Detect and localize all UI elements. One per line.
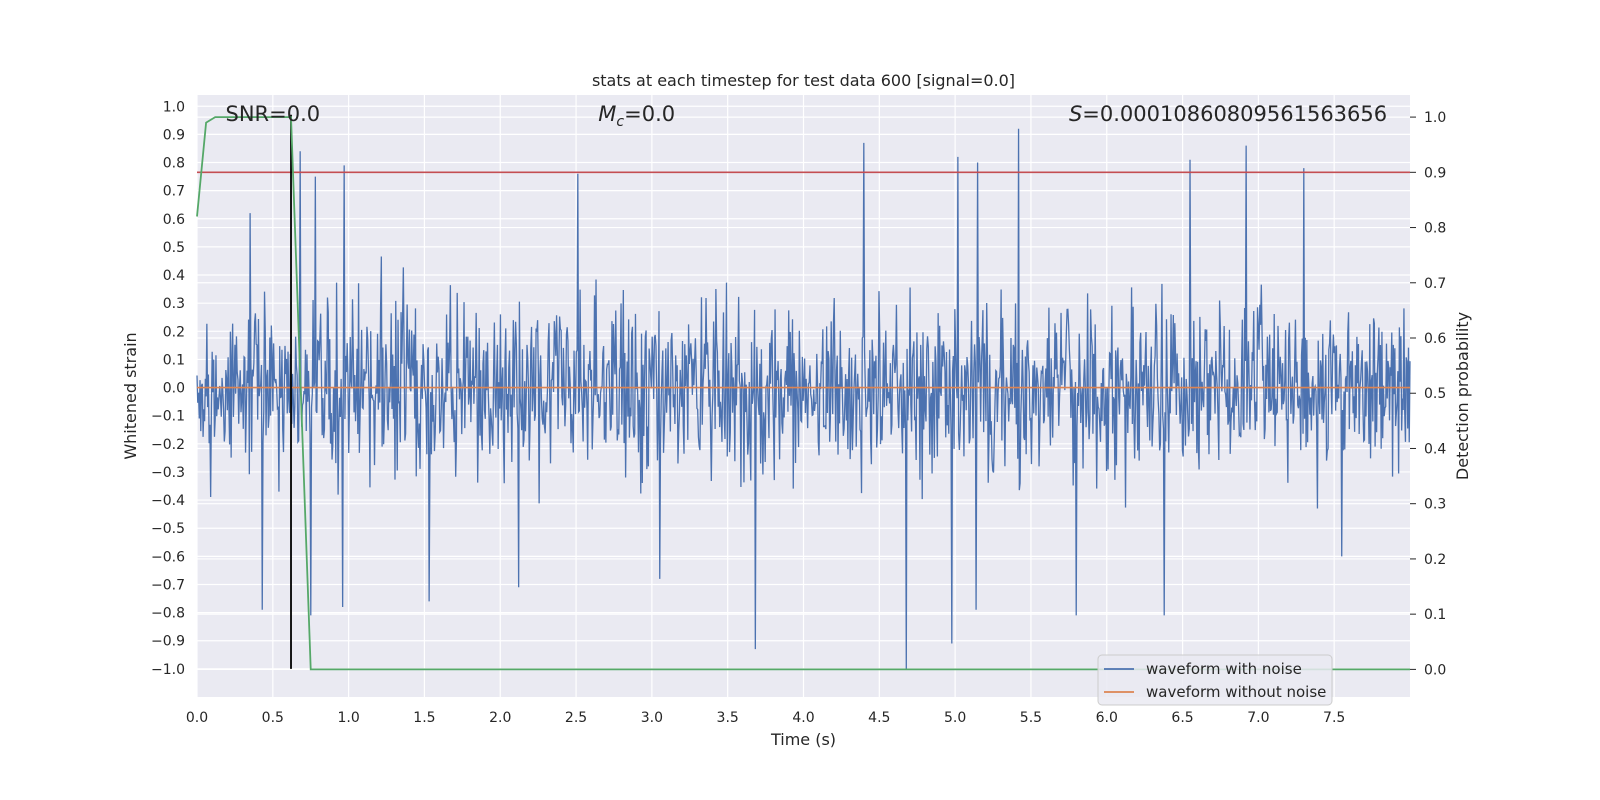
x-tick-label: 4.5 — [868, 710, 890, 726]
snr-annotation: SNR=0.0 — [226, 102, 321, 126]
s-statistic-annotation: S=0.00010860809561563656 — [1069, 102, 1387, 126]
chirp-mass-annotation: Mc=0.0 — [598, 102, 675, 130]
y2-tick-label: 0.6 — [1424, 331, 1446, 347]
x-tick-label: 3.0 — [641, 710, 663, 726]
y-tick-label: 0.7 — [163, 184, 185, 200]
y2-tick-label: 0.3 — [1424, 497, 1446, 513]
mc-value: =0.0 — [624, 102, 675, 126]
y-tick-label: 0.2 — [163, 324, 185, 340]
noise-waveform-series — [196, 128, 1411, 669]
y2-tick-label: 0.4 — [1424, 441, 1446, 457]
waveform-with-noise-line — [196, 128, 1411, 669]
series-lines — [196, 114, 1410, 671]
x-tick-label: 6.0 — [1096, 710, 1118, 726]
x-tick-label: 0.5 — [262, 710, 284, 726]
y2-tick-label: 1.0 — [1424, 110, 1446, 126]
y2-tick-label: 0.8 — [1424, 221, 1446, 237]
y-tick-label: 0.9 — [163, 127, 185, 143]
x-tick-label: 5.0 — [944, 710, 966, 726]
y-tick-label: 0.4 — [163, 268, 185, 284]
x-tick-label: 3.5 — [717, 710, 739, 726]
y-tick-label: 0.6 — [163, 212, 185, 228]
y2-tick-label: 0.2 — [1424, 552, 1446, 568]
y-tick-label: −0.9 — [151, 634, 185, 650]
legend-box — [1097, 654, 1333, 706]
y-tick-label: −0.6 — [151, 549, 185, 565]
legend-label-waveform-with-noise: waveform with noise — [1146, 660, 1302, 678]
y-axis-label: Whitened strain — [121, 332, 140, 459]
mc-symbol: M — [598, 102, 616, 126]
axes: 0.0 0.5 1.0 1.5 2.0 2.5 3.0 3.5 4.0 4.5 5.0 5.5 6.0 6… — [151, 99, 1446, 726]
y-tick-label: −1.0 — [151, 662, 185, 678]
s-value: =0.00010860809561563656 — [1082, 102, 1387, 126]
x-tick-label: 6.5 — [1171, 710, 1193, 726]
y2-tick-label: 0.1 — [1424, 607, 1446, 623]
y-tick-label: −0.8 — [151, 606, 185, 622]
y-tick-label: −0.2 — [151, 437, 185, 453]
y-tick-label: 0.1 — [163, 352, 185, 368]
detection-probability-line — [196, 116, 1410, 671]
x-tick-label: 1.5 — [413, 710, 435, 726]
y-tick-label: 0.3 — [163, 296, 185, 312]
mc-subscript: c — [616, 114, 624, 130]
s-symbol: S — [1069, 102, 1082, 126]
y2-tick-label: 0.7 — [1424, 276, 1446, 292]
x-tick-label: 2.0 — [489, 710, 511, 726]
y2-tick-label: 0.9 — [1424, 165, 1446, 181]
legend-label-waveform-without-noise: waveform without noise — [1146, 683, 1326, 701]
y-tick-label: −0.1 — [151, 409, 185, 425]
y-tick-label: −0.5 — [151, 521, 185, 537]
y-tick-label: −0.7 — [151, 577, 185, 593]
x-axis-label: Time (s) — [770, 730, 836, 749]
y-tick-label: 0.8 — [163, 156, 185, 172]
x-tick-label: 7.5 — [1323, 710, 1345, 726]
x-tick-label: 4.0 — [792, 710, 814, 726]
x-tick-label: 7.0 — [1247, 710, 1269, 726]
x-tick-label: 2.5 — [565, 710, 587, 726]
x-tick-label: 5.5 — [1020, 710, 1042, 726]
legend: waveform with noise waveform without noi… — [1097, 654, 1333, 706]
y2-axis-label: Detection probability — [1453, 312, 1472, 480]
y2-tick-label: 0.0 — [1424, 662, 1446, 678]
y-tick-label: −0.4 — [151, 493, 185, 509]
y-tick-label: −0.3 — [151, 465, 185, 481]
y-tick-label: 0.0 — [163, 381, 185, 397]
y2-tick-label: 0.5 — [1424, 386, 1446, 402]
x-tick-label: 1.0 — [337, 710, 359, 726]
y-tick-label: 0.5 — [163, 240, 185, 256]
x-tick-label: 0.0 — [186, 710, 208, 726]
chart-title: stats at each timestep for test data 600… — [592, 71, 1015, 90]
y-tick-label: 1.0 — [163, 99, 185, 115]
